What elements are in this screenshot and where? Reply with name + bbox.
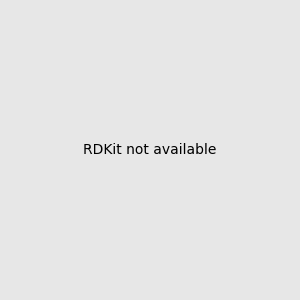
Text: RDKit not available: RDKit not available bbox=[83, 143, 217, 157]
